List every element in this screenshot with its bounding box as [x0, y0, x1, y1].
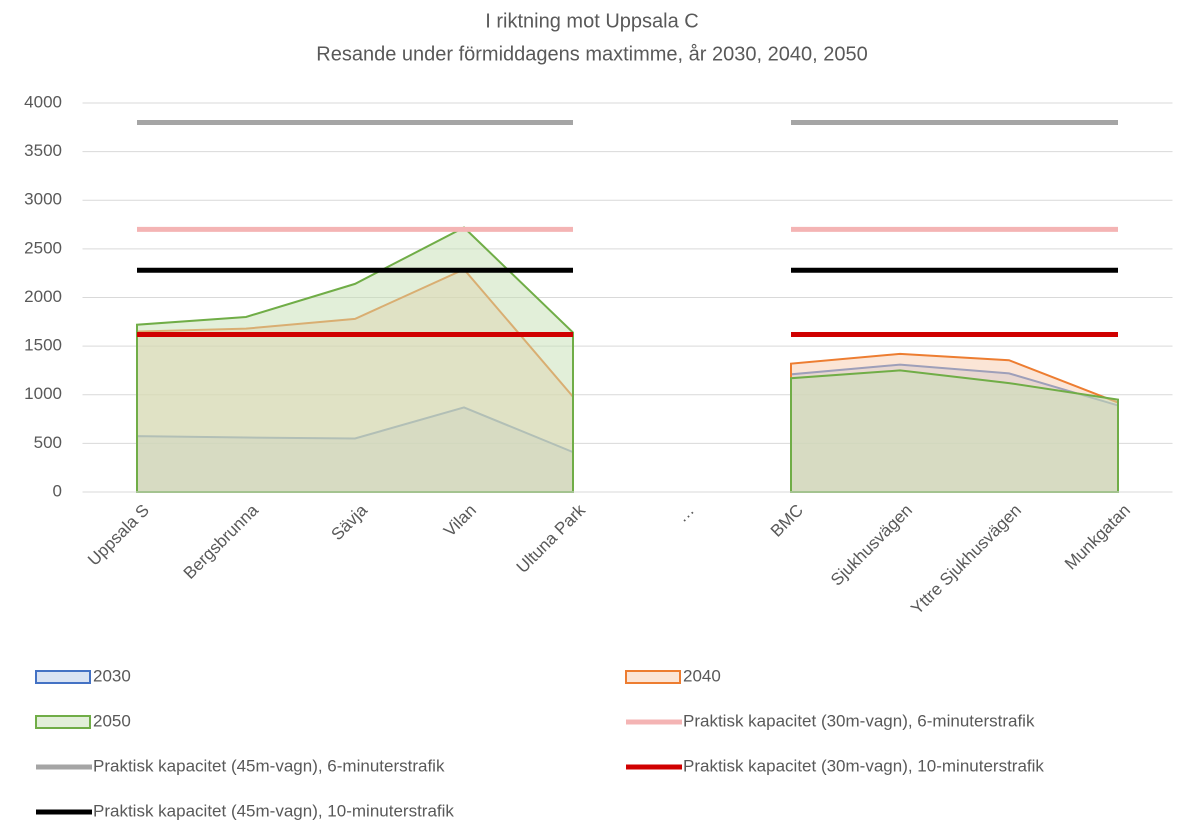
legend-swatch	[625, 670, 681, 684]
y-tick-label: 1500	[24, 336, 62, 355]
legend-swatch	[35, 715, 91, 729]
x-tick-label: Ultuna Park	[513, 500, 590, 577]
y-tick-label: 500	[34, 433, 62, 452]
y-tick-label: 3000	[24, 190, 62, 209]
x-tick-label: Bergsbrunna	[180, 500, 263, 583]
legend-label: 2040	[683, 666, 721, 685]
legend-label: Praktisk kapacitet (30m-vagn), 10-minute…	[683, 756, 1044, 775]
chart-subtitle: Resande under förmiddagens maxtimme, år …	[316, 43, 867, 65]
x-tick-label: Munkgatan	[1061, 501, 1134, 574]
y-tick-label: 2000	[24, 287, 62, 306]
legend-label: Praktisk kapacitet (45m-vagn), 10-minute…	[93, 801, 454, 820]
y-tick-label: 2500	[24, 238, 62, 257]
legend-label: Praktisk kapacitet (45m-vagn), 6-minuter…	[93, 756, 445, 775]
y-tick-label: 1000	[24, 384, 62, 403]
x-tick-label: Sjukhusvägen	[827, 501, 916, 590]
y-tick-label: 4000	[24, 92, 62, 111]
x-tick-label: …	[673, 501, 698, 526]
x-tick-label: BMC	[767, 501, 807, 541]
legend-label: Praktisk kapacitet (30m-vagn), 6-minuter…	[683, 711, 1035, 730]
y-tick-label: 3500	[24, 141, 62, 160]
legend-label: 2050	[93, 711, 131, 730]
x-tick-label: Vilan	[440, 501, 480, 541]
chart-title: I riktning mot Uppsala C	[485, 10, 698, 32]
legend-label: 2030	[93, 666, 131, 685]
x-tick-label: Yttre Sjukhusvägen	[907, 501, 1025, 619]
x-tick-label: Uppsala S	[84, 501, 153, 570]
y-tick-label: 0	[53, 481, 62, 500]
legend-swatch	[35, 670, 91, 684]
area	[136, 226, 574, 493]
x-tick-label: Sävja	[327, 500, 371, 544]
